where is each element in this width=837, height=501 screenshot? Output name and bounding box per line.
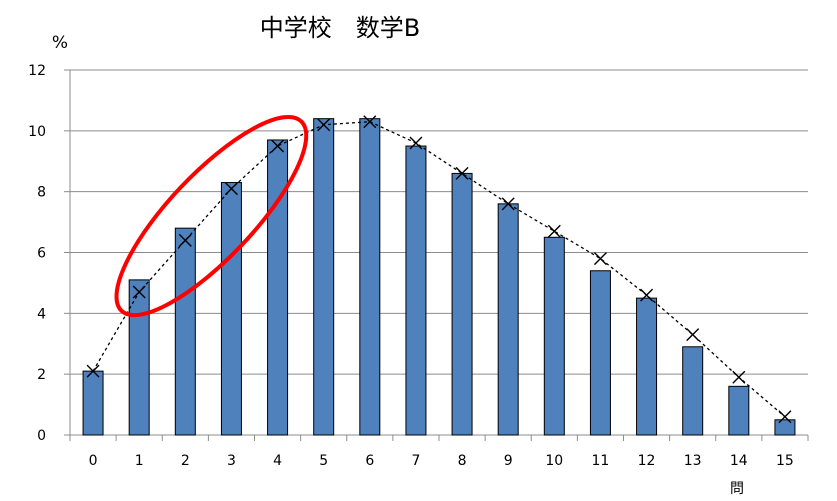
bar: [220, 182, 242, 436]
x-tick-label: 3: [227, 453, 236, 469]
x-tick-label: 11: [592, 453, 610, 469]
x-marker-stroke: [178, 233, 192, 247]
x-marker: [317, 118, 331, 132]
y-tick-label: 8: [37, 185, 46, 201]
x-marker: [86, 364, 100, 378]
x-marker: [271, 139, 285, 153]
x-marker: [363, 115, 377, 129]
bar: [267, 139, 289, 436]
y-axis-unit: %: [52, 33, 68, 53]
y-tick-label: 0: [37, 428, 46, 444]
x-marker-stroke: [409, 136, 423, 150]
x-tick-label: 6: [365, 453, 374, 469]
x-marker-stroke: [547, 224, 561, 238]
x-tick-label: 14: [730, 453, 748, 469]
bar: [451, 172, 473, 436]
x-marker: [455, 166, 469, 180]
x-marker-stroke: [593, 252, 607, 266]
x-marker: [686, 328, 700, 342]
bar: [543, 236, 565, 436]
bar: [682, 346, 704, 436]
x-marker-stroke: [686, 328, 700, 342]
y-tick-label: 2: [37, 367, 46, 383]
y-tick-label: 4: [37, 306, 46, 322]
x-marker: [132, 285, 146, 299]
y-tick-label: 6: [37, 246, 46, 262]
x-marker-stroke: [778, 410, 792, 424]
x-tick-label: 0: [89, 453, 98, 469]
x-marker: [409, 136, 423, 150]
highlight-ellipse: [114, 114, 309, 318]
bar: [589, 270, 611, 436]
x-marker-stroke: [224, 182, 238, 196]
x-tick-label: 8: [458, 453, 467, 469]
x-tick-label: 7: [411, 453, 420, 469]
x-marker: [778, 410, 792, 424]
x-marker: [732, 370, 746, 384]
y-tick-label: 12: [28, 63, 46, 79]
bar: [313, 118, 335, 436]
bars: [82, 118, 796, 436]
annotations: [114, 114, 309, 318]
x-marker-stroke: [640, 288, 654, 302]
bar: [774, 419, 796, 436]
y-tick-label: 10: [28, 124, 46, 140]
x-tick-label: 12: [638, 453, 656, 469]
x-marker-stroke: [271, 139, 285, 153]
x-tick-label: 2: [181, 453, 190, 469]
series-line: [92, 121, 786, 418]
bar: [174, 227, 196, 436]
x-marker: [593, 252, 607, 266]
bar: [128, 279, 150, 436]
x-tick-label: 4: [273, 453, 282, 469]
x-axis-unit: 問: [730, 481, 744, 497]
bar: [728, 385, 750, 436]
y-tick-labels: 0 2 4 6 8 10 12: [28, 63, 46, 444]
x-tick-label: 13: [684, 453, 702, 469]
x-tick-label: 10: [545, 453, 563, 469]
bar: [359, 118, 381, 436]
x-marker-stroke: [86, 364, 100, 378]
x-marker-stroke: [363, 115, 377, 129]
x-tick-labels: 0 1 2 3 4 5 6 7 8 9 10 11 12 13 14 15: [89, 453, 794, 469]
x-marker-stroke: [732, 370, 746, 384]
x-marker: [547, 224, 561, 238]
x-marker: [178, 233, 192, 247]
bar: [636, 297, 658, 436]
bar: [405, 145, 427, 436]
chart-title: 中学校 数学B: [260, 14, 420, 42]
x-marker: [501, 197, 515, 211]
x-tick-label: 5: [319, 453, 328, 469]
x-tick-label: 1: [135, 453, 144, 469]
x-marker-stroke: [317, 118, 331, 132]
x-marker: [640, 288, 654, 302]
x-marker: [224, 182, 238, 196]
bar: [82, 370, 104, 436]
x-tick-label: 15: [776, 453, 794, 469]
x-marker-stroke: [455, 166, 469, 180]
x-tick-label: 9: [504, 453, 513, 469]
x-marker-stroke: [501, 197, 515, 211]
bar: [497, 203, 519, 436]
dashed-line-series: [86, 115, 792, 424]
x-marker-stroke: [132, 285, 146, 299]
